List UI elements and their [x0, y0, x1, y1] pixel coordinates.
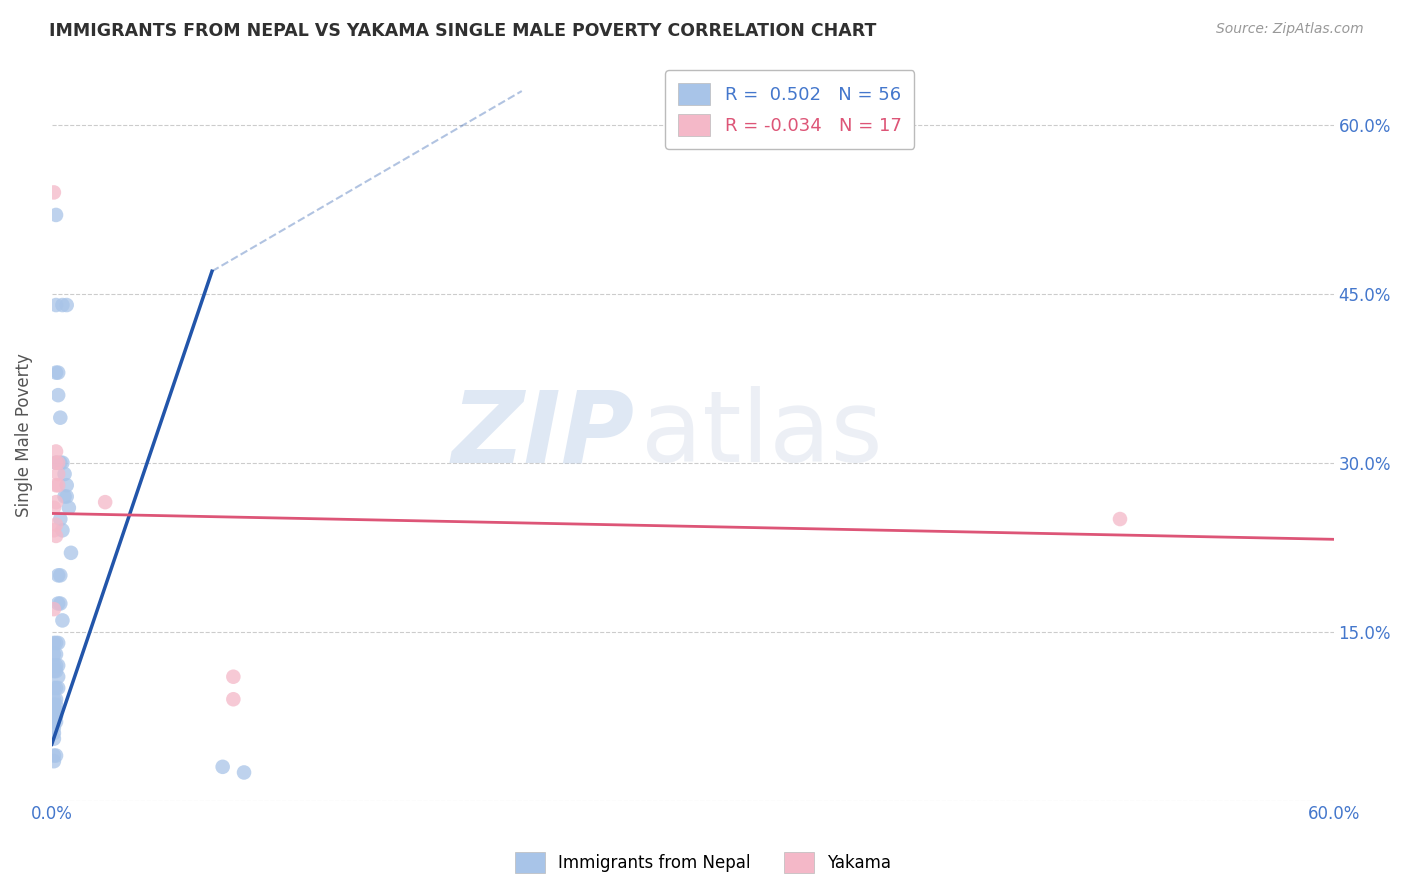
Point [94, 495, 117, 509]
Point [46, 366, 69, 380]
Point [46, 456, 69, 470]
Point [42, 681, 65, 695]
Point [42, 726, 65, 740]
Point [45, 664, 67, 678]
Point [42, 731, 65, 746]
Point [42, 698, 65, 712]
Point [46, 568, 69, 582]
Point [42, 714, 65, 729]
Text: ZIP: ZIP [451, 386, 636, 483]
Point [233, 765, 256, 780]
Point [45, 366, 67, 380]
Point [211, 760, 233, 774]
Point [45, 658, 67, 673]
Point [49, 410, 72, 425]
Point [45, 636, 67, 650]
Point [58, 500, 80, 515]
Point [45, 714, 67, 729]
Point [46, 658, 69, 673]
Y-axis label: Single Male Poverty: Single Male Poverty [15, 352, 32, 516]
Point [45, 681, 67, 695]
Point [51, 456, 73, 470]
Point [55, 490, 77, 504]
Point [45, 208, 67, 222]
Point [45, 704, 67, 718]
Point [55, 478, 77, 492]
Point [45, 456, 67, 470]
Text: atlas: atlas [641, 386, 883, 483]
Point [42, 720, 65, 734]
Point [45, 692, 67, 706]
Point [45, 529, 67, 543]
Point [49, 456, 72, 470]
Point [46, 388, 69, 402]
Point [45, 647, 67, 661]
Point [42, 754, 65, 768]
Point [49, 512, 72, 526]
Point [42, 709, 65, 723]
Point [42, 692, 65, 706]
Point [46, 597, 69, 611]
Point [49, 597, 72, 611]
Point [51, 524, 73, 538]
Point [46, 467, 69, 481]
Point [42, 748, 65, 763]
Point [46, 478, 69, 492]
Point [45, 456, 67, 470]
Point [45, 298, 67, 312]
Point [42, 647, 65, 661]
Point [51, 298, 73, 312]
Point [53, 490, 76, 504]
Point [45, 517, 67, 532]
Point [55, 298, 77, 312]
Point [59, 546, 82, 560]
Point [45, 709, 67, 723]
Point [42, 602, 65, 616]
Point [222, 670, 245, 684]
Point [42, 658, 65, 673]
Point [51, 614, 73, 628]
Point [42, 636, 65, 650]
Point [46, 636, 69, 650]
Legend: Immigrants from Nepal, Yakama: Immigrants from Nepal, Yakama [508, 846, 898, 880]
Point [42, 524, 65, 538]
Point [42, 500, 65, 515]
Point [42, 704, 65, 718]
Point [45, 478, 67, 492]
Point [45, 444, 67, 458]
Text: IMMIGRANTS FROM NEPAL VS YAKAMA SINGLE MALE POVERTY CORRELATION CHART: IMMIGRANTS FROM NEPAL VS YAKAMA SINGLE M… [49, 22, 876, 40]
Point [222, 692, 245, 706]
Text: Source: ZipAtlas.com: Source: ZipAtlas.com [1216, 22, 1364, 37]
Legend: R =  0.502   N = 56, R = -0.034   N = 17: R = 0.502 N = 56, R = -0.034 N = 17 [665, 70, 914, 149]
Point [49, 568, 72, 582]
Point [46, 681, 69, 695]
Point [45, 748, 67, 763]
Point [42, 664, 65, 678]
Point [45, 495, 67, 509]
Point [42, 186, 65, 200]
Point [53, 467, 76, 481]
Point [46, 670, 69, 684]
Point [45, 698, 67, 712]
Point [1109, 512, 1132, 526]
